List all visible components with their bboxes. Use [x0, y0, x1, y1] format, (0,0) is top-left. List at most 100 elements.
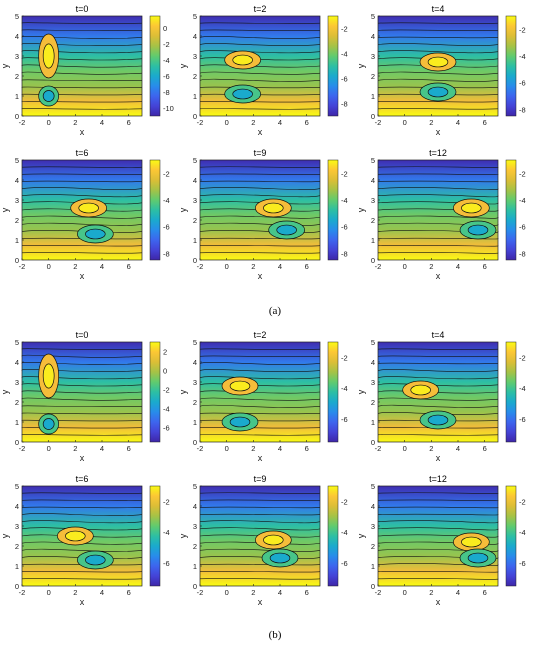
panel-title: t=0: [76, 4, 89, 14]
y-tick-label: 3: [371, 196, 375, 205]
x-tick-label: 2: [73, 262, 77, 271]
colorbar: [505, 159, 517, 261]
contour-line: [199, 180, 321, 183]
y-tick-label: 3: [15, 196, 19, 205]
panel-title: t=12: [429, 148, 447, 158]
x-tick-label: -2: [19, 444, 26, 453]
panel-title: t=2: [254, 330, 267, 340]
x-axis-label: x: [80, 271, 85, 281]
panel-title: t=9: [254, 148, 267, 158]
colorbar: [505, 341, 517, 443]
x-tick-label: -2: [375, 262, 382, 271]
contour-line: [21, 187, 143, 190]
y-tick-label: 5: [193, 338, 197, 347]
contour-line: [21, 108, 143, 110]
y-tick-label: 0: [15, 112, 19, 121]
axes-frame: [199, 341, 321, 443]
y-tick-label: 5: [371, 338, 375, 347]
x-tick-label: -2: [197, 588, 204, 597]
x-tick-label: 6: [127, 444, 131, 453]
colorbar-tick-label: -6: [341, 223, 348, 232]
contour-line: [377, 348, 499, 350]
contour-line: [377, 520, 499, 524]
contour-lines: [377, 492, 499, 580]
colorbar-tick-label: -6: [341, 415, 348, 424]
contour-line: [21, 412, 143, 415]
contour-line: [377, 50, 499, 54]
x-tick-label: 6: [483, 118, 487, 127]
contour-line: [21, 194, 143, 198]
y-axis-label: y: [0, 63, 10, 68]
colorbar-tick-label: -6: [341, 75, 348, 84]
x-axis-label: x: [80, 453, 85, 463]
colorbar-tick-label: -2: [163, 386, 170, 395]
x-tick-label: 2: [429, 588, 433, 597]
x-axis-label: x: [436, 271, 441, 281]
axes-frame: [21, 341, 143, 443]
x-tick-label: 4: [100, 444, 104, 453]
y-tick-label: 1: [15, 562, 19, 571]
contour-line: [21, 348, 143, 350]
x-axis-label: x: [258, 271, 263, 281]
contour-line: [199, 78, 321, 82]
contour-line: [21, 252, 143, 254]
axes-frame: [21, 485, 143, 587]
y-tick-label: 2: [15, 542, 19, 551]
colorbar-tick-label: -6: [341, 559, 348, 568]
contour-line: [377, 252, 499, 254]
x-tick-label: 6: [127, 588, 131, 597]
contour-line: [199, 506, 321, 509]
y-axis-label: y: [356, 207, 366, 212]
panel-title: t=0: [76, 330, 89, 340]
colorbar-tick-label: -4: [163, 405, 170, 414]
x-tick-label: 4: [278, 588, 282, 597]
x-tick-label: 6: [305, 262, 309, 271]
local-maximum-core: [229, 380, 251, 392]
contour-line: [377, 173, 499, 176]
x-tick-label: 0: [225, 588, 229, 597]
contour-line: [199, 513, 321, 516]
colorbar-tick-label: -4: [341, 196, 348, 205]
panel-title: t=12: [429, 474, 447, 484]
y-axis-label: y: [178, 533, 188, 538]
y-tick-label: 2: [193, 216, 197, 225]
y-tick-label: 1: [371, 562, 375, 571]
contour-line: [377, 36, 499, 39]
contour-line: [377, 43, 499, 46]
contour-line: [21, 29, 143, 32]
x-tick-label: 6: [305, 588, 309, 597]
y-tick-label: 3: [371, 522, 375, 531]
y-tick-label: 2: [193, 542, 197, 551]
y-tick-label: 3: [193, 378, 197, 387]
x-tick-label: 6: [127, 118, 131, 127]
contour-line: [21, 563, 143, 566]
x-axis-label: x: [80, 597, 85, 607]
y-tick-label: 4: [371, 176, 375, 185]
contour-line: [377, 78, 499, 82]
y-tick-label: 2: [371, 72, 375, 81]
colorbar-tick-label: -6: [163, 223, 170, 232]
contour-line: [377, 180, 499, 183]
x-tick-label: 6: [483, 588, 487, 597]
colorbar: [505, 15, 517, 117]
x-tick-label: 0: [47, 262, 51, 271]
contour-line: [21, 71, 143, 75]
y-tick-label: 1: [15, 418, 19, 427]
y-axis-label: y: [178, 63, 188, 68]
y-tick-label: 1: [371, 236, 375, 245]
local-maximum-core: [232, 54, 253, 66]
contour-line: [199, 348, 321, 350]
axes-frame: [21, 159, 143, 261]
x-tick-label: 2: [73, 588, 77, 597]
x-tick-label: -2: [375, 588, 382, 597]
field-background: [200, 342, 320, 442]
caption-a: (a): [268, 305, 282, 317]
y-tick-label: 2: [193, 398, 197, 407]
contour-line: [199, 173, 321, 176]
x-axis-label: x: [258, 597, 263, 607]
colorbar: [149, 159, 161, 261]
contour-line: [199, 527, 321, 531]
contour-line: [199, 36, 321, 39]
y-tick-label: 4: [371, 32, 375, 41]
